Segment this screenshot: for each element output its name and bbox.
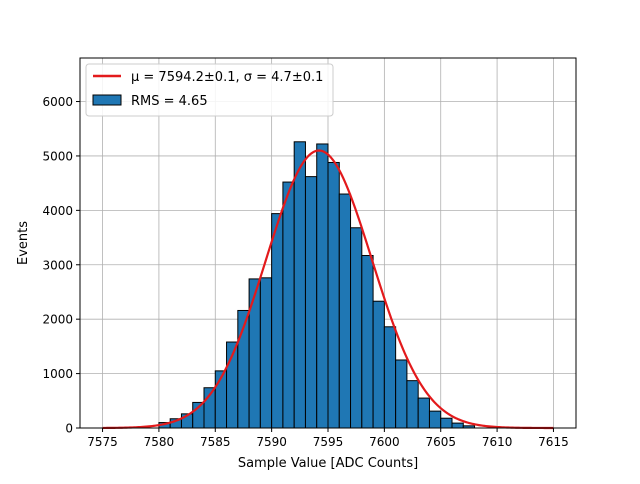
x-tick-label: 7575 bbox=[87, 435, 118, 449]
histogram-bar bbox=[372, 300, 385, 429]
histogram-bar bbox=[248, 278, 261, 429]
x-tick-label: 7605 bbox=[425, 435, 456, 449]
x-tick-label: 7615 bbox=[538, 435, 569, 449]
x-tick-label: 7590 bbox=[256, 435, 287, 449]
x-axis-label: Sample Value [ADC Counts] bbox=[238, 456, 418, 471]
histogram-bar bbox=[316, 143, 329, 429]
histogram-bar bbox=[327, 161, 340, 429]
x-tick-label: 7585 bbox=[200, 435, 231, 449]
histogram-bar bbox=[417, 397, 430, 429]
histogram-bar bbox=[440, 417, 453, 429]
legend-fit-label: μ = 7594.2±0.1, σ = 4.7±0.1 bbox=[131, 70, 323, 85]
histogram-bar bbox=[350, 227, 363, 429]
histogram-bar bbox=[293, 141, 306, 429]
y-tick-label: 5000 bbox=[42, 149, 73, 163]
histogram-bar bbox=[361, 255, 374, 429]
histogram-bar bbox=[271, 213, 284, 429]
y-tick-label: 2000 bbox=[42, 313, 73, 327]
y-tick-label: 4000 bbox=[42, 204, 73, 218]
fit-curve-layer bbox=[102, 149, 554, 430]
y-axis-ticks: 0 1000 2000 3000 4000 5000 6000 bbox=[42, 95, 80, 436]
x-tick-label: 7610 bbox=[482, 435, 513, 449]
histogram-bar bbox=[259, 277, 273, 429]
legend: μ = 7594.2±0.1, σ = 4.7±0.1 RMS = 4.65 bbox=[85, 63, 334, 117]
histogram-bar bbox=[428, 410, 442, 429]
y-axis-label: Events bbox=[16, 221, 31, 265]
x-tick-label: 7580 bbox=[144, 435, 175, 449]
x-tick-label: 7600 bbox=[369, 435, 400, 449]
histogram-bar bbox=[383, 326, 397, 429]
y-tick-label: 3000 bbox=[42, 258, 73, 272]
x-axis-ticks: 7575 7580 7585 7590 7595 7600 7605 7610 7615 bbox=[87, 428, 569, 449]
histogram-bar bbox=[395, 359, 408, 429]
y-tick-label: 0 bbox=[65, 422, 73, 436]
y-tick-label: 6000 bbox=[42, 95, 73, 109]
histogram-bar bbox=[406, 380, 419, 429]
legend-box bbox=[85, 63, 334, 117]
x-tick-label: 7595 bbox=[313, 435, 344, 449]
histogram-bar bbox=[282, 181, 295, 429]
gaussian-fit-curve bbox=[102, 149, 554, 430]
histogram-bar bbox=[451, 422, 464, 429]
histogram-bar bbox=[304, 176, 318, 429]
legend-histogram-label: RMS = 4.65 bbox=[131, 94, 208, 109]
histogram-bar bbox=[338, 193, 352, 429]
y-tick-label: 1000 bbox=[42, 367, 73, 381]
legend-histogram-swatch bbox=[92, 94, 122, 106]
